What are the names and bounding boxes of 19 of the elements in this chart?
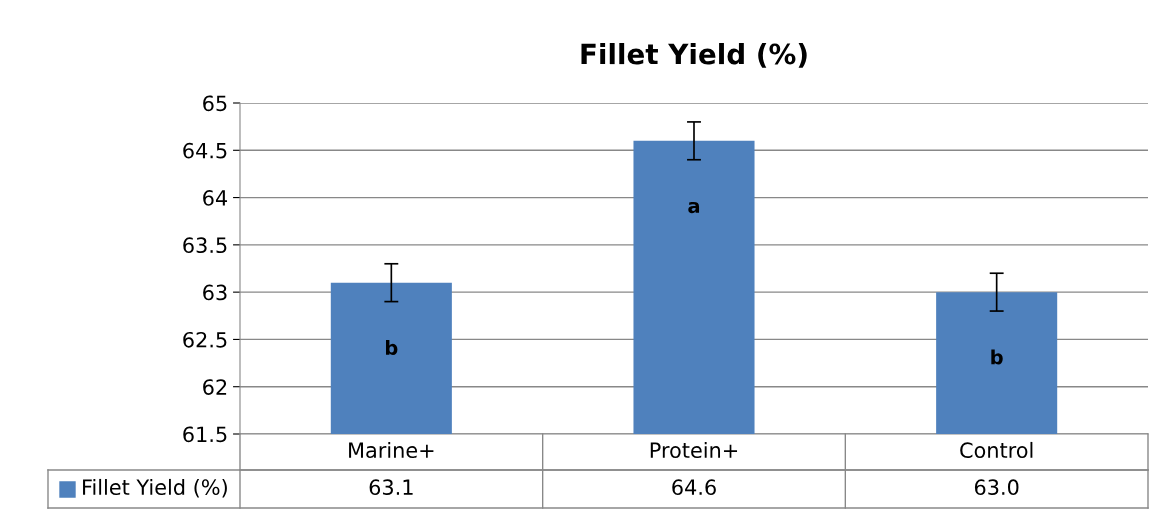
legend-label: Fillet Yield (%)	[83, 478, 227, 498]
chart-title: Fillet Yield (%)	[581, 43, 807, 68]
x-tick-label: Marine+	[349, 441, 434, 459]
y-tick-label: 61.5	[183, 426, 227, 443]
data-label: 64.6	[672, 479, 716, 496]
y-tick-label: 65	[203, 95, 227, 112]
annotation: a	[688, 201, 700, 214]
y-tick-label: 62	[203, 379, 227, 395]
x-tick-label: Control	[960, 441, 1033, 459]
annotation: b	[991, 349, 1003, 365]
y-tick-label: 63	[203, 284, 227, 301]
data-label: 63.0	[974, 479, 1019, 496]
data-label: 63.1	[369, 479, 413, 496]
annotation: b	[386, 339, 398, 355]
y-tick-label: 64.5	[183, 142, 227, 159]
y-tick-label: 62.5	[183, 331, 227, 348]
y-tick-label: 64	[203, 190, 228, 206]
y-tick-label: 63.5	[183, 237, 227, 254]
x-tick-label: Protein+	[650, 441, 738, 459]
